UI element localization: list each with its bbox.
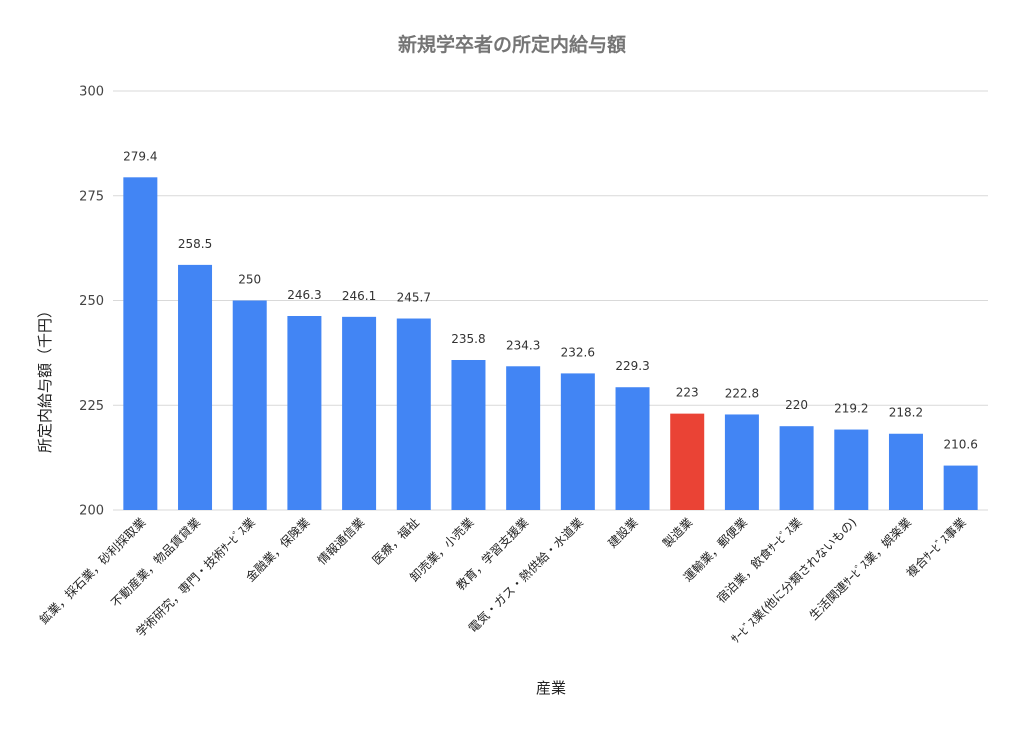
y-axis-ticks: 200 225 250 275 300	[79, 85, 104, 519]
bar	[724, 414, 759, 510]
data-label: 210.6	[943, 438, 977, 452]
data-label: 218.2	[889, 406, 923, 420]
data-labels: 279.4 258.5 250 246.3 246.1 245.7 235.8 234.3 23…	[123, 149, 978, 451]
data-label: 250	[238, 273, 261, 287]
x-axis-title: 産業	[536, 679, 566, 697]
bar	[560, 373, 595, 510]
bar	[123, 177, 158, 510]
data-label: 246.1	[342, 289, 376, 303]
bar	[888, 433, 923, 510]
data-label: 229.3	[615, 359, 649, 373]
x-tick-label: 学術研究，専門・技術ｻｰﾋﾞｽ業	[133, 515, 258, 640]
bars	[123, 177, 978, 510]
data-label: 258.5	[178, 237, 212, 251]
data-label: 234.3	[506, 338, 540, 352]
bar	[451, 359, 486, 510]
data-label: 220	[785, 398, 808, 412]
bar	[943, 465, 978, 510]
data-label: 235.8	[451, 332, 485, 346]
bar	[287, 316, 322, 510]
y-tick-label: 300	[79, 85, 104, 100]
x-tick-label: 鉱業，採石業，砂利採取業	[36, 515, 148, 627]
data-label: 219.2	[834, 402, 868, 416]
data-label: 279.4	[123, 149, 157, 163]
x-tick-label: 製造業	[660, 515, 695, 550]
bar	[232, 300, 267, 510]
data-label: 223	[676, 386, 699, 400]
x-tick-label: 電気・ガス・熱供給・水道業	[465, 515, 586, 636]
data-label: 222.8	[725, 386, 759, 400]
bar	[178, 264, 213, 510]
bar	[506, 366, 541, 510]
y-tick-label: 275	[79, 189, 104, 204]
x-axis-categories: 鉱業，採石業，砂利採取業不動産業，物品賃貸業学術研究，専門・技術ｻｰﾋﾞｽ業金融…	[36, 515, 969, 647]
y-tick-label: 225	[79, 399, 104, 414]
data-label: 246.3	[287, 288, 321, 302]
chart-title: 新規学卒者の所定内給与額	[398, 33, 626, 56]
data-label: 245.7	[397, 291, 431, 305]
bar	[615, 387, 650, 510]
bar	[834, 429, 869, 510]
x-tick-label: 医療，福祉	[369, 515, 422, 568]
data-label: 232.6	[561, 345, 595, 359]
y-axis-title: 所定内給与額（千円）	[36, 303, 54, 453]
bar	[670, 413, 705, 510]
x-tick-label: 情報通信業	[315, 515, 367, 567]
bar	[342, 316, 377, 510]
bar	[779, 426, 814, 510]
x-tick-label: 生活関連ｻｰﾋﾞｽ業，娯楽業	[807, 515, 914, 622]
x-tick-label: 建設業	[605, 515, 641, 551]
x-tick-label: 不動産業，物品賃貸業	[108, 515, 203, 610]
y-tick-label: 200	[79, 504, 104, 519]
bar	[396, 318, 431, 510]
y-tick-label: 250	[79, 294, 104, 309]
